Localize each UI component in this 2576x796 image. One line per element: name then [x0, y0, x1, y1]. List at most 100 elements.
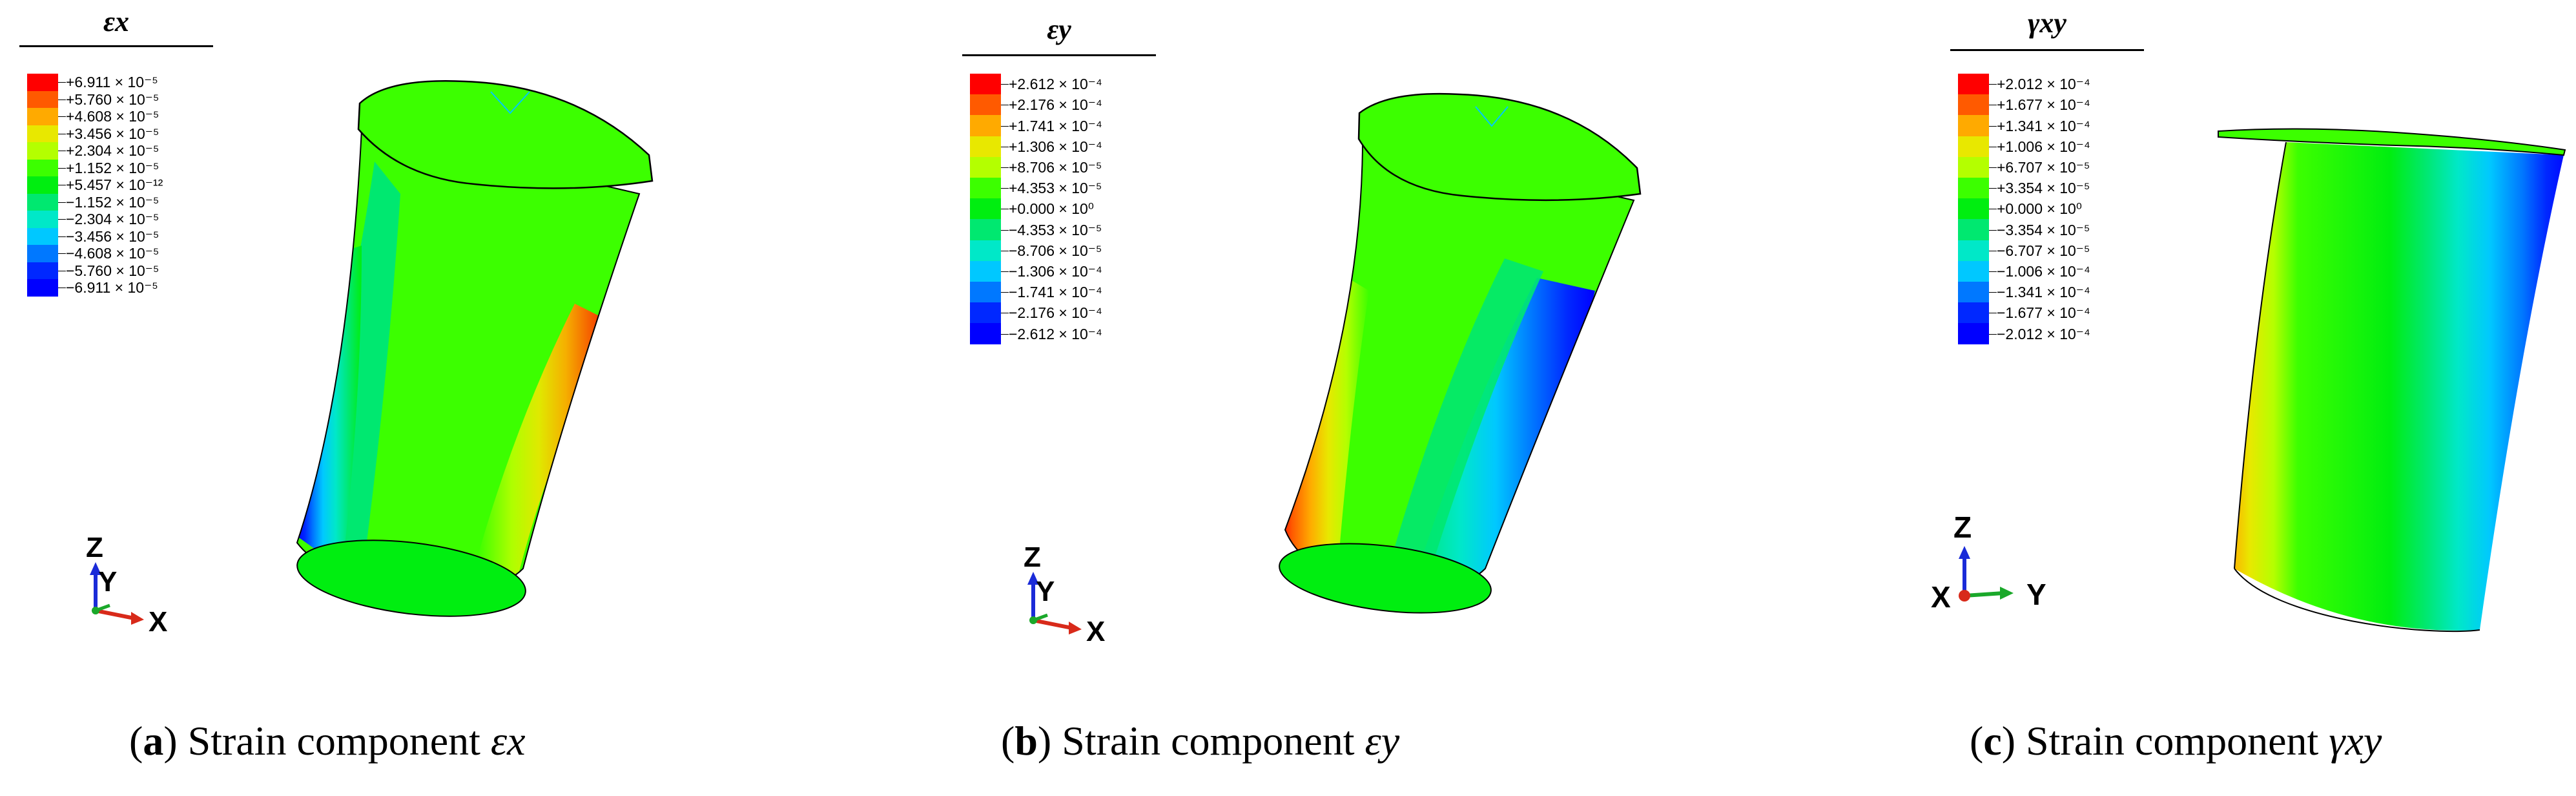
legend-tick [1001, 333, 1009, 335]
axis-label-vertical: Z [1024, 541, 1041, 573]
legend-swatch [27, 125, 58, 143]
legend-tick [1001, 292, 1009, 293]
legend-swatch [970, 219, 1001, 241]
legend-label: +4.608 × 10⁻⁵ [66, 108, 160, 125]
legend-tick [1001, 229, 1009, 231]
legend-swatch [1958, 219, 1989, 241]
legend-swatch [970, 156, 1001, 178]
legend-swatch [1958, 240, 1989, 262]
caption-letter: b [1015, 718, 1038, 764]
legend-label: −4.353 × 10⁻⁵ [1009, 221, 1102, 238]
model-a [296, 79, 654, 617]
legend-label: −3.354 × 10⁻⁵ [1997, 221, 2090, 238]
legend-tick [1989, 188, 1997, 189]
legend-label: −1.006 × 10⁻⁴ [1997, 262, 2090, 280]
legend-swatch [27, 193, 58, 211]
panel-a: εx +6.911 × 10⁻⁵ +5.760 × 10⁻⁵ +4.608 × 10… [0, 0, 859, 796]
axis-label-vertical: Z [1953, 510, 1972, 544]
legend-swatch [1958, 198, 1989, 220]
legend-swatch [27, 262, 58, 280]
legend-label: +8.706 × 10⁻⁵ [1009, 158, 1102, 176]
legend-swatch [1958, 260, 1989, 282]
axis-triad-a: Z Y X [86, 532, 167, 638]
caption-text: Strain component [2026, 718, 2329, 764]
legend-swatch [1958, 156, 1989, 178]
axis-label-horizontal: Y [2026, 578, 2046, 611]
legend-swatch [27, 176, 58, 194]
legend-swatch [27, 108, 58, 125]
legend-label: −8.706 × 10⁻⁵ [1009, 242, 1102, 259]
legend-swatch [27, 245, 58, 262]
legend-tick [1989, 229, 1997, 231]
legend-swatch [27, 142, 58, 160]
legend-swatch [970, 323, 1001, 345]
legend-tick [1001, 84, 1009, 85]
legend-label: +3.456 × 10⁻⁵ [66, 125, 160, 142]
legend-label: −2.612 × 10⁻⁴ [1009, 325, 1102, 342]
legend-label: +1.677 × 10⁻⁴ [1997, 96, 2090, 114]
caption-text: Strain component [187, 718, 491, 764]
axis-label-depth: X [1931, 580, 1951, 614]
legend-label: +0.000 × 10⁰ [1009, 200, 1095, 218]
legend-label: −1.341 × 10⁻⁴ [1997, 284, 2090, 301]
caption-symbol: εy [1365, 718, 1400, 764]
legend-title-rule [19, 45, 213, 47]
legend-swatch [1958, 302, 1989, 324]
legend-swatch [970, 178, 1001, 199]
legend-swatch [1958, 323, 1989, 345]
legend-swatch [970, 302, 1001, 324]
legend-swatch [27, 90, 58, 109]
caption-letter: c [1983, 718, 2002, 764]
panel-c: γxy +2.012 × 10⁻⁴ +1.677 × 10⁻⁴ +1.341 × 1… [1718, 0, 2576, 796]
legend-swatch [970, 74, 1001, 95]
legend-label: +5.457 × 10⁻¹² [66, 176, 163, 194]
legend-label: +6.707 × 10⁻⁵ [1997, 158, 2090, 176]
legend-a: εx +6.911 × 10⁻⁵ +5.760 × 10⁻⁵ +4.608 × 10… [19, 5, 213, 328]
legend-title-rule [962, 54, 1156, 56]
axis-label-depth: Y [1036, 576, 1055, 607]
legend-swatch [1958, 282, 1989, 303]
legend-tick [58, 253, 66, 255]
legend-tick [58, 116, 66, 118]
legend-swatch [970, 198, 1001, 220]
legend-label: −2.012 × 10⁻⁴ [1997, 325, 2090, 342]
legend-tick [58, 219, 66, 220]
caption-a: (a) Strain component εx [129, 718, 526, 764]
legend-swatch [970, 136, 1001, 158]
legend-label: +5.760 × 10⁻⁵ [66, 90, 160, 108]
legend-label: +1.306 × 10⁻⁴ [1009, 138, 1102, 155]
legend-tick [1989, 125, 1997, 127]
legend-tick [58, 167, 66, 169]
axis-triad-b: Z Y X [1024, 541, 1105, 647]
axis-label-horizontal: X [149, 606, 167, 638]
legend-label: +2.012 × 10⁻⁴ [1997, 76, 2090, 93]
model-c [2218, 128, 2566, 633]
legend-swatch [970, 94, 1001, 116]
legend-label: +1.741 × 10⁻⁴ [1009, 117, 1102, 134]
legend-swatch [27, 211, 58, 228]
legend-label: +0.000 × 10⁰ [1997, 200, 2083, 218]
legend-swatch [970, 240, 1001, 262]
legend-swatch [27, 159, 58, 177]
legend-swatch [1958, 94, 1989, 116]
legend-label: −6.911 × 10⁻⁵ [66, 279, 158, 297]
legend-title: γxy [2028, 7, 2066, 39]
legend-title-rule [1950, 49, 2144, 51]
legend-title: εy [1047, 14, 1071, 45]
legend-tick [1001, 167, 1009, 168]
legend-tick [1001, 271, 1009, 272]
legend-swatch [1958, 115, 1989, 137]
axis-label-depth: Y [98, 566, 117, 598]
legend-label: −1.152 × 10⁻⁵ [66, 193, 160, 211]
legend-swatch [1958, 74, 1989, 95]
caption-text: Strain component [1062, 718, 1365, 764]
legend-tick [58, 82, 66, 83]
caption-letter: a [143, 718, 164, 764]
legend-label: −4.608 × 10⁻⁵ [66, 245, 160, 262]
legend-tick [1989, 333, 1997, 335]
legend-label: −1.741 × 10⁻⁴ [1009, 284, 1102, 301]
legend-label: −2.176 × 10⁻⁴ [1009, 304, 1102, 322]
legend-swatch [27, 74, 58, 91]
caption-symbol: γxy [2329, 718, 2382, 764]
legend-label: +4.353 × 10⁻⁵ [1009, 180, 1102, 197]
